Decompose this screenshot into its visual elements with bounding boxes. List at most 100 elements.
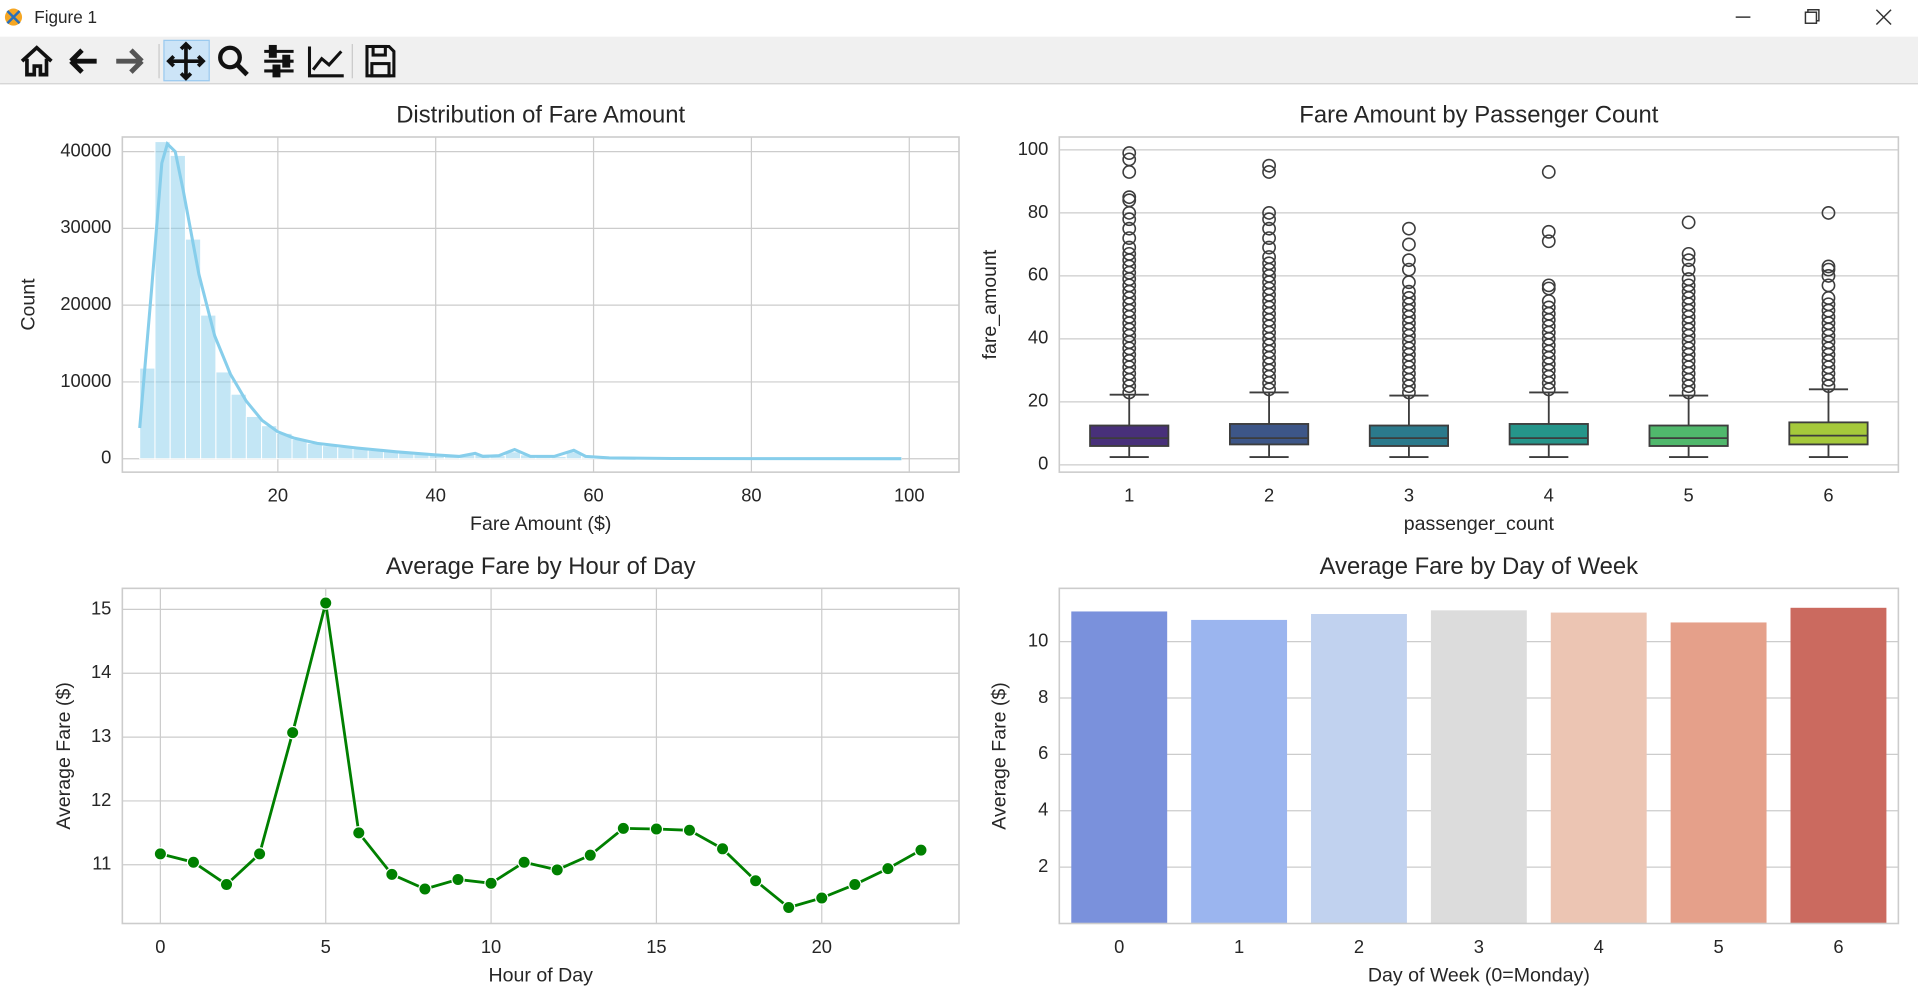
app-icon [4, 8, 23, 26]
y-tick-label: 15 [91, 597, 111, 618]
y-tick-label: 12 [91, 789, 111, 810]
y-tick-label: 10000 [60, 370, 111, 391]
outlier [1541, 234, 1556, 249]
outlier [1402, 253, 1416, 268]
zoom-button[interactable] [218, 45, 249, 77]
bar [1311, 613, 1407, 924]
histogram-bar [169, 154, 186, 460]
outlier [1681, 253, 1696, 268]
histogram-bar [322, 445, 339, 460]
bar [1670, 622, 1767, 924]
outlier [1821, 268, 1836, 283]
box [1788, 421, 1869, 446]
outlier [1262, 205, 1276, 220]
configure-button[interactable] [264, 44, 294, 78]
outlier [1122, 152, 1137, 167]
chart-title: Fare Amount by Passenger Count [1299, 101, 1659, 128]
outlier [1262, 250, 1276, 264]
point [484, 876, 498, 891]
kde-line [138, 141, 902, 461]
histogram-bar [245, 415, 263, 460]
point [252, 847, 267, 861]
x-tick-label: 100 [894, 484, 925, 505]
close-button[interactable] [1875, 9, 1892, 25]
x-tick-label: 4 [1544, 484, 1554, 505]
home-button[interactable] [20, 45, 53, 77]
point [186, 855, 201, 869]
y-tick-label: 100 [1018, 138, 1049, 159]
axes-frame [1058, 587, 1900, 925]
axes-frame [121, 136, 960, 473]
outlier [1681, 215, 1696, 230]
window-title: Figure 1 [34, 8, 97, 27]
y-tick-label: 13 [91, 725, 111, 746]
x-tick-label: 20 [812, 936, 832, 957]
back-button[interactable] [69, 48, 97, 74]
title-bar [0, 0, 1918, 37]
outlier [1262, 158, 1276, 173]
axes-background [1059, 136, 1899, 473]
y-tick-label: 0 [1038, 453, 1048, 474]
outlier [1402, 237, 1416, 252]
pan-button[interactable] [163, 39, 210, 82]
outlier [1541, 300, 1556, 315]
point [914, 843, 928, 857]
histogram-bar [306, 442, 324, 460]
maximize-button[interactable] [1804, 9, 1820, 24]
x-tick-label: 5 [1684, 484, 1694, 505]
point [881, 861, 895, 876]
point [318, 596, 333, 610]
point [583, 848, 598, 862]
histogram-bar [230, 393, 247, 460]
outlier [1122, 246, 1137, 261]
y-axis-label: Average Fare ($) [53, 682, 75, 830]
outlier [1262, 231, 1276, 246]
outlier [1681, 278, 1696, 293]
save-button[interactable] [365, 44, 396, 78]
forward-button[interactable] [116, 48, 144, 74]
point [848, 877, 862, 892]
y-tick-label: 20000 [60, 293, 111, 314]
chart-title: Distribution of Fare Amount [396, 101, 685, 128]
y-tick-label: 14 [91, 661, 111, 682]
y-tick-label: 80 [1028, 201, 1048, 222]
bar [1550, 612, 1647, 924]
y-tick-label: 2 [1038, 855, 1048, 876]
x-tick-label: 0 [155, 936, 165, 957]
outlier [1821, 278, 1836, 293]
histogram-bar [215, 371, 232, 460]
axes-background [122, 588, 960, 924]
point [451, 872, 465, 887]
x-axis-label: Fare Amount ($) [470, 513, 611, 535]
outlier [1402, 291, 1416, 305]
box [1368, 424, 1449, 447]
box [1089, 424, 1170, 447]
outlier [1402, 221, 1416, 236]
bar [1430, 610, 1527, 924]
outlier [1681, 272, 1696, 286]
outlier [1821, 259, 1836, 274]
x-tick-label: 10 [481, 936, 501, 957]
point [418, 882, 432, 896]
x-tick-label: 1 [1234, 936, 1244, 957]
point [815, 891, 829, 905]
y-tick-label: 40000 [60, 139, 111, 160]
point [517, 855, 531, 869]
chart-title: Average Fare by Day of Week [1320, 553, 1639, 580]
y-tick-label: 60 [1028, 264, 1048, 285]
outlier [1541, 224, 1556, 239]
outlier [1262, 165, 1276, 179]
point [748, 873, 763, 888]
x-tick-label: 60 [583, 484, 603, 505]
y-tick-label: 4 [1038, 799, 1048, 820]
outlier [1821, 297, 1836, 312]
point [682, 823, 697, 838]
bar [1191, 619, 1288, 924]
outlier [1541, 165, 1556, 179]
edit-axes-button[interactable] [307, 46, 344, 78]
outlier [1262, 240, 1276, 255]
x-tick-label: 5 [1713, 936, 1723, 957]
x-axis-label: Day of Week (0=Monday) [1368, 964, 1590, 986]
